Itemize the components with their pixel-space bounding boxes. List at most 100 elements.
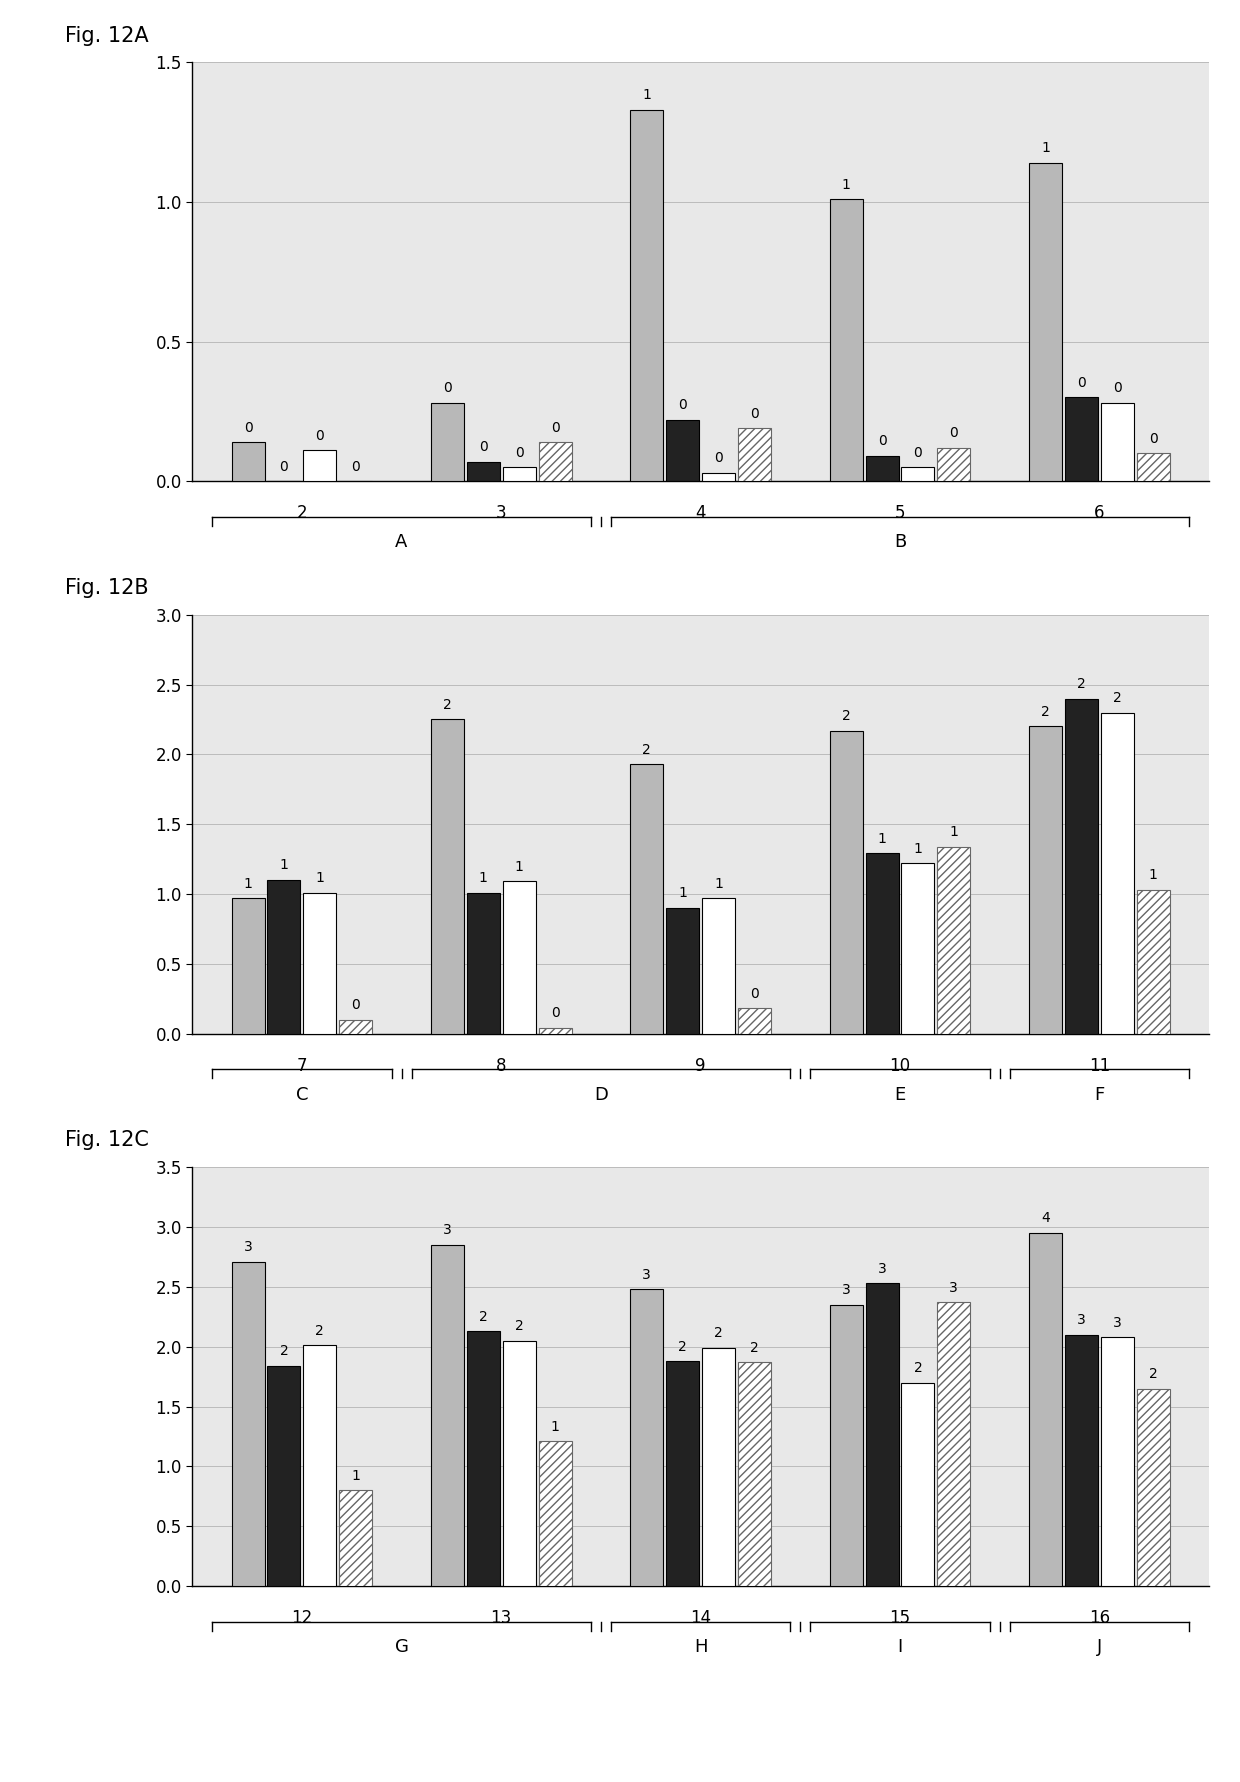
Text: 1: 1 bbox=[878, 832, 887, 846]
Text: 7: 7 bbox=[296, 1057, 308, 1075]
Text: 0: 0 bbox=[315, 429, 324, 444]
Bar bbox=[901, 862, 935, 1034]
Text: 1: 1 bbox=[914, 841, 923, 855]
Bar bbox=[1137, 1388, 1169, 1586]
Bar bbox=[866, 854, 899, 1034]
Text: 2: 2 bbox=[714, 1326, 723, 1340]
Bar bbox=[1029, 727, 1061, 1034]
Bar bbox=[937, 447, 971, 481]
Bar bbox=[304, 1345, 336, 1586]
Text: 1: 1 bbox=[1042, 141, 1050, 155]
Text: 0: 0 bbox=[551, 1007, 559, 1021]
Text: 3: 3 bbox=[842, 1283, 851, 1297]
Text: 2: 2 bbox=[1114, 691, 1122, 706]
Bar bbox=[1065, 1335, 1097, 1586]
Text: 1: 1 bbox=[1148, 868, 1158, 882]
Text: 1: 1 bbox=[678, 886, 687, 900]
Bar bbox=[430, 720, 464, 1034]
Text: 0: 0 bbox=[1078, 376, 1086, 390]
Text: 2: 2 bbox=[1042, 706, 1050, 718]
Text: Fig. 12A: Fig. 12A bbox=[64, 25, 149, 46]
Bar bbox=[937, 846, 971, 1034]
Text: 0: 0 bbox=[243, 421, 253, 435]
Bar bbox=[538, 442, 572, 481]
Bar bbox=[430, 1246, 464, 1586]
Text: 1: 1 bbox=[315, 871, 324, 886]
Text: B: B bbox=[894, 533, 906, 551]
Text: 3: 3 bbox=[1078, 1313, 1086, 1328]
Bar bbox=[866, 456, 899, 481]
Bar bbox=[666, 907, 699, 1034]
Bar bbox=[1029, 162, 1061, 481]
Text: Fig. 12B: Fig. 12B bbox=[64, 577, 149, 599]
Text: 10: 10 bbox=[889, 1057, 910, 1075]
Text: 0: 0 bbox=[878, 435, 887, 449]
Bar bbox=[538, 1442, 572, 1586]
Bar bbox=[268, 1365, 300, 1586]
Text: 2: 2 bbox=[279, 1344, 288, 1358]
Text: 2: 2 bbox=[296, 504, 308, 522]
Bar bbox=[1137, 453, 1169, 481]
Text: 1: 1 bbox=[279, 859, 289, 873]
Bar bbox=[538, 1028, 572, 1034]
Text: 2: 2 bbox=[1078, 677, 1086, 691]
Bar bbox=[738, 1009, 771, 1034]
Text: C: C bbox=[295, 1085, 308, 1103]
Text: 0: 0 bbox=[750, 987, 759, 1001]
Text: 0: 0 bbox=[443, 381, 451, 396]
Bar bbox=[340, 1019, 372, 1034]
Bar bbox=[866, 1283, 899, 1586]
Text: 11: 11 bbox=[1089, 1057, 1110, 1075]
Bar bbox=[466, 1331, 500, 1586]
Bar bbox=[430, 403, 464, 481]
Bar bbox=[630, 110, 663, 481]
Text: 3: 3 bbox=[443, 1224, 451, 1237]
Text: 3: 3 bbox=[243, 1240, 253, 1255]
Text: 2: 2 bbox=[642, 743, 651, 757]
Bar bbox=[738, 1361, 771, 1586]
Text: 4: 4 bbox=[696, 504, 706, 522]
Text: F: F bbox=[1094, 1085, 1105, 1103]
Text: Fig. 12C: Fig. 12C bbox=[64, 1130, 149, 1151]
Bar bbox=[304, 893, 336, 1034]
Text: A: A bbox=[396, 533, 408, 551]
Text: 3: 3 bbox=[496, 504, 506, 522]
Text: 1: 1 bbox=[479, 871, 487, 886]
Bar bbox=[502, 467, 536, 481]
Text: 13: 13 bbox=[491, 1609, 512, 1627]
Text: E: E bbox=[894, 1085, 905, 1103]
Bar bbox=[232, 898, 264, 1034]
Text: 0: 0 bbox=[714, 451, 723, 465]
Text: G: G bbox=[394, 1638, 408, 1655]
Text: 3: 3 bbox=[878, 1262, 887, 1276]
Text: 0: 0 bbox=[914, 446, 923, 460]
Text: 1: 1 bbox=[351, 1468, 360, 1483]
Text: 0: 0 bbox=[351, 460, 360, 474]
Text: 4: 4 bbox=[1042, 1212, 1050, 1226]
Bar bbox=[232, 1262, 264, 1586]
Bar bbox=[1101, 713, 1133, 1034]
Text: 3: 3 bbox=[642, 1267, 651, 1281]
Bar bbox=[340, 1490, 372, 1586]
Text: 2: 2 bbox=[479, 1310, 487, 1324]
Text: 1: 1 bbox=[551, 1420, 559, 1435]
Bar bbox=[702, 1347, 735, 1586]
Bar bbox=[666, 421, 699, 481]
Bar bbox=[901, 1383, 935, 1586]
Text: 1: 1 bbox=[642, 89, 651, 102]
Bar bbox=[937, 1303, 971, 1586]
Text: 0: 0 bbox=[950, 426, 959, 440]
Text: 0: 0 bbox=[551, 421, 559, 435]
Text: 16: 16 bbox=[1089, 1609, 1110, 1627]
Text: 6: 6 bbox=[1094, 504, 1105, 522]
Bar bbox=[702, 472, 735, 481]
Text: 0: 0 bbox=[351, 998, 360, 1012]
Bar bbox=[1065, 699, 1097, 1034]
Text: 14: 14 bbox=[689, 1609, 712, 1627]
Text: 2: 2 bbox=[750, 1340, 759, 1354]
Bar bbox=[232, 442, 264, 481]
Text: 5: 5 bbox=[895, 504, 905, 522]
Bar bbox=[630, 764, 663, 1034]
Bar bbox=[268, 880, 300, 1034]
Text: 0: 0 bbox=[279, 460, 288, 474]
